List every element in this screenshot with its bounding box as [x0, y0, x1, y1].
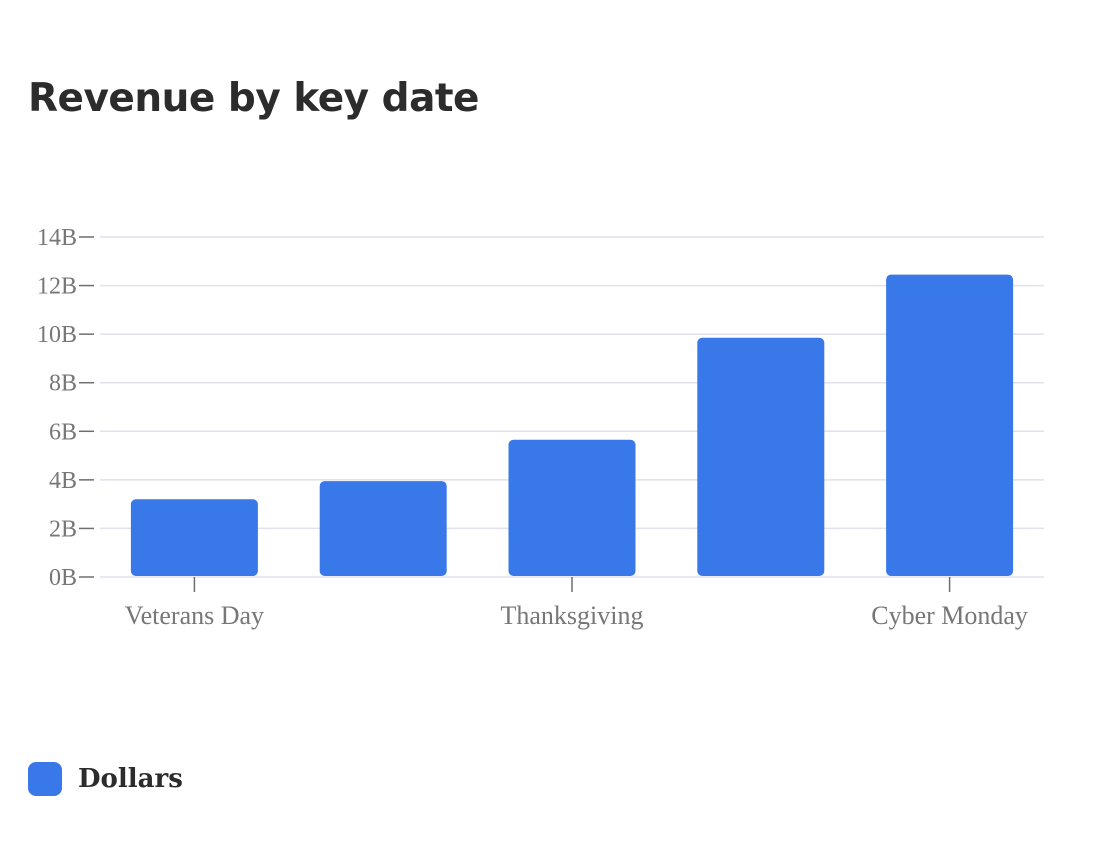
legend: Dollars [28, 762, 183, 796]
x-axis: Veterans Day Thanksgiving Cyber Monday [125, 577, 1028, 630]
y-axis: 0B 2B 4B 6B 8B 10B 12B 14B [37, 225, 94, 591]
y-tick-label: 10B [37, 322, 77, 348]
legend-label-dollars: Dollars [78, 764, 183, 794]
y-tick-label: 12B [37, 274, 77, 300]
bar [697, 337, 825, 576]
bar [319, 481, 447, 576]
x-tick-label: Veterans Day [125, 601, 264, 630]
y-tick-label: 0B [49, 565, 77, 591]
bars [130, 274, 1014, 576]
x-tick-label: Thanksgiving [501, 601, 644, 630]
x-tick-label: Cyber Monday [871, 601, 1028, 630]
bar [130, 499, 258, 576]
y-tick-label: 6B [49, 419, 77, 445]
y-tick-label: 2B [49, 516, 77, 542]
bar [508, 439, 636, 576]
y-tick-label: 8B [49, 371, 77, 397]
y-tick-label: 14B [37, 225, 77, 251]
bar-chart: 0B 2B 4B 6B 8B 10B 12B 14B Veterans Day Thanksgi… [37, 225, 1044, 630]
chart-title: Revenue by key date [28, 76, 480, 121]
legend-swatch-dollars [28, 762, 62, 796]
y-tick-label: 4B [49, 468, 77, 494]
bar [886, 274, 1014, 576]
